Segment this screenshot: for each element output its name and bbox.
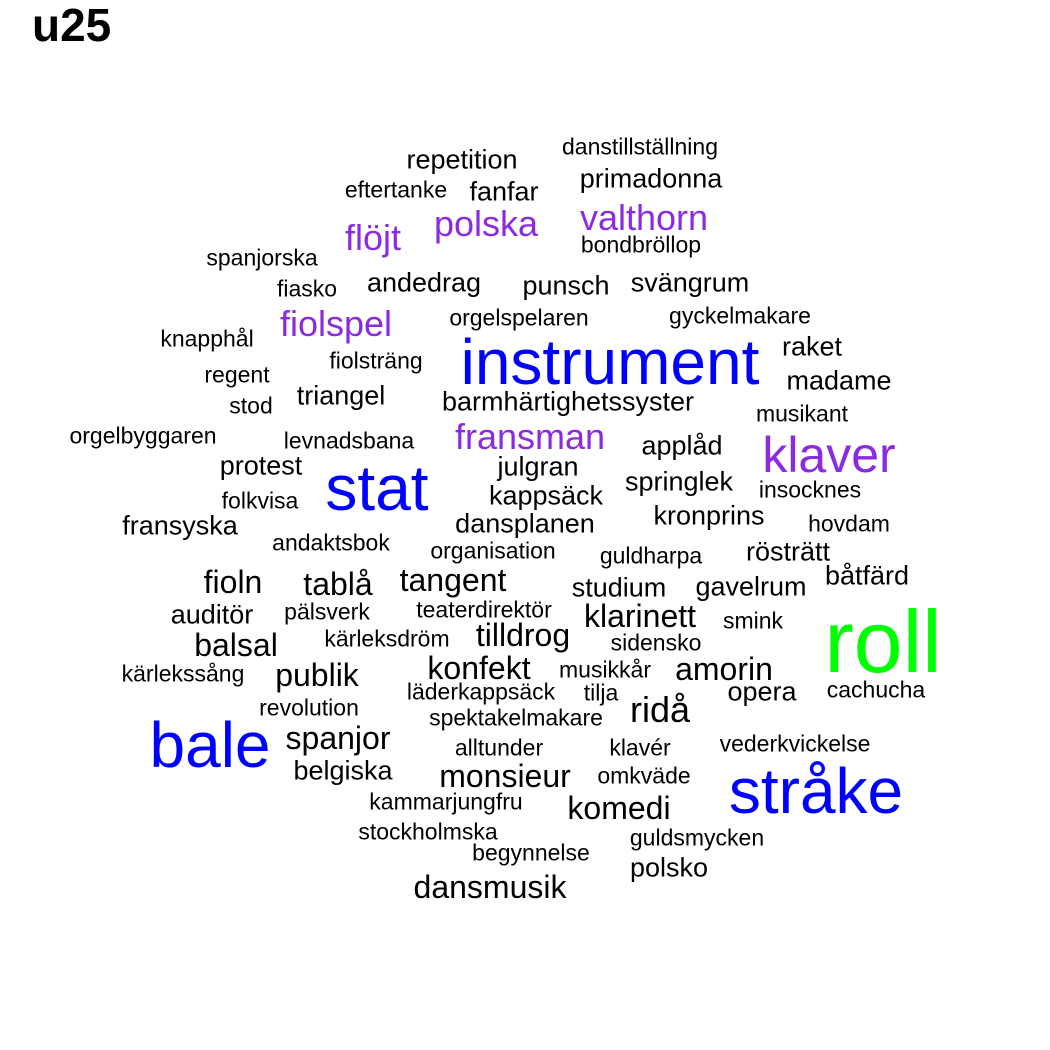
cloud-word: kappsäck: [488, 480, 604, 511]
cloud-word: klarinett: [583, 598, 697, 634]
cloud-word: musikant: [755, 400, 849, 427]
chart-title: u25: [32, 0, 112, 51]
cloud-word: publik: [275, 657, 359, 693]
cloud-word: tilja: [583, 679, 619, 706]
cloud-word: gyckelmakare: [669, 302, 811, 329]
cloud-word: omkväde: [597, 762, 691, 789]
cloud-word: raket: [781, 331, 843, 362]
cloud-word: primadonna: [579, 163, 723, 194]
cloud-word: klaver: [762, 427, 896, 483]
cloud-word: eftertanke: [344, 176, 448, 203]
cloud-word: kronprins: [653, 500, 765, 531]
cloud-word: auditör: [170, 599, 254, 630]
cloud-word: polska: [433, 203, 539, 244]
cloud-word: dansmusik: [413, 869, 567, 905]
cloud-word: revolution: [259, 694, 359, 721]
cloud-word: fiolsträng: [329, 347, 423, 374]
cloud-word: begynnelse: [472, 839, 590, 866]
cloud-word: triangel: [296, 380, 386, 411]
cloud-word: madame: [786, 365, 892, 396]
cloud-word: danstillställning: [562, 133, 718, 160]
cloud-word: guldharpa: [599, 542, 703, 569]
cloud-word: spanjorska: [206, 244, 318, 271]
cloud-word: kammarjungfru: [369, 788, 523, 815]
cloud-word: levnadsbana: [283, 427, 415, 454]
cloud-word: bondbröllop: [580, 231, 702, 258]
cloud-word: cachucha: [826, 676, 926, 703]
cloud-word: rösträtt: [745, 536, 831, 567]
cloud-word: sidensko: [610, 629, 702, 656]
cloud-word: polsko: [629, 852, 709, 883]
cloud-word: teaterdirektör: [416, 596, 552, 623]
cloud-word: kärlekssång: [121, 660, 245, 687]
cloud-word: protest: [219, 450, 303, 481]
cloud-word: tablå: [303, 566, 373, 602]
cloud-word: julgran: [497, 451, 579, 482]
cloud-word: dansplanen: [455, 508, 595, 539]
cloud-word: andedrag: [366, 267, 482, 298]
cloud-word: vederkvickelse: [719, 730, 871, 757]
cloud-word: stråke: [728, 755, 904, 827]
cloud-word: monsieur: [439, 758, 571, 794]
cloud-word: valthorn: [579, 197, 709, 238]
cloud-word: smink: [722, 607, 784, 634]
cloud-word: roll: [824, 592, 942, 691]
cloud-word: applåd: [641, 430, 723, 461]
cloud-word: insocknes: [758, 476, 862, 503]
cloud-word: komedi: [567, 790, 671, 826]
cloud-word: båtfärd: [824, 560, 910, 591]
cloud-word: fiolspel: [279, 303, 393, 344]
cloud-word: spanjor: [285, 720, 391, 756]
cloud-word: gavelrum: [695, 571, 807, 602]
cloud-word: spektakelmakare: [429, 704, 603, 731]
cloud-word: konfekt: [427, 650, 531, 686]
cloud-word: flöjt: [344, 217, 402, 258]
cloud-word: folkvisa: [221, 487, 299, 514]
cloud-word: klavér: [609, 734, 671, 761]
cloud-word: barmhärtighetssyster: [441, 386, 695, 417]
cloud-word: bale: [149, 709, 271, 781]
cloud-word: pälsverk: [284, 598, 370, 625]
cloud-word: instrument: [460, 326, 760, 398]
cloud-word: fiasko: [276, 275, 338, 302]
cloud-word: punsch: [522, 270, 610, 301]
cloud-word: fransman: [454, 416, 606, 457]
cloud-word: fransyska: [122, 510, 238, 541]
cloud-word: stat: [325, 452, 429, 524]
cloud-word: tangent: [399, 562, 507, 598]
cloud-word: knapphål: [160, 325, 254, 352]
cloud-word: ridå: [629, 689, 691, 730]
cloud-word: alltunder: [454, 734, 544, 761]
cloud-word: regent: [204, 361, 270, 388]
cloud-word: studium: [571, 572, 667, 603]
cloud-word: orgelbyggaren: [69, 422, 217, 449]
cloud-word: fioln: [203, 564, 263, 600]
cloud-word: springlek: [624, 466, 734, 497]
cloud-word: opera: [727, 676, 797, 707]
cloud-word: tilldrog: [475, 617, 571, 653]
cloud-word: musikkår: [558, 656, 652, 683]
cloud-word: belgiska: [293, 755, 393, 786]
cloud-word: orgelspelaren: [449, 304, 589, 331]
cloud-word: balsal: [194, 627, 278, 663]
cloud-word: svängrum: [630, 267, 750, 298]
cloud-word: repetition: [406, 144, 518, 175]
cloud-word: kärleksdröm: [324, 625, 450, 652]
cloud-word: guldsmycken: [629, 824, 765, 851]
cloud-word: organisation: [430, 537, 556, 564]
cloud-word: andaktsbok: [272, 529, 390, 556]
cloud-word: fanfar: [469, 176, 539, 207]
cloud-word: läderkappsäck: [406, 678, 556, 705]
cloud-word: hovdam: [808, 510, 890, 537]
cloud-word: amorin: [675, 651, 773, 687]
cloud-word: stod: [229, 392, 273, 419]
cloud-word: stockholmska: [358, 818, 498, 845]
